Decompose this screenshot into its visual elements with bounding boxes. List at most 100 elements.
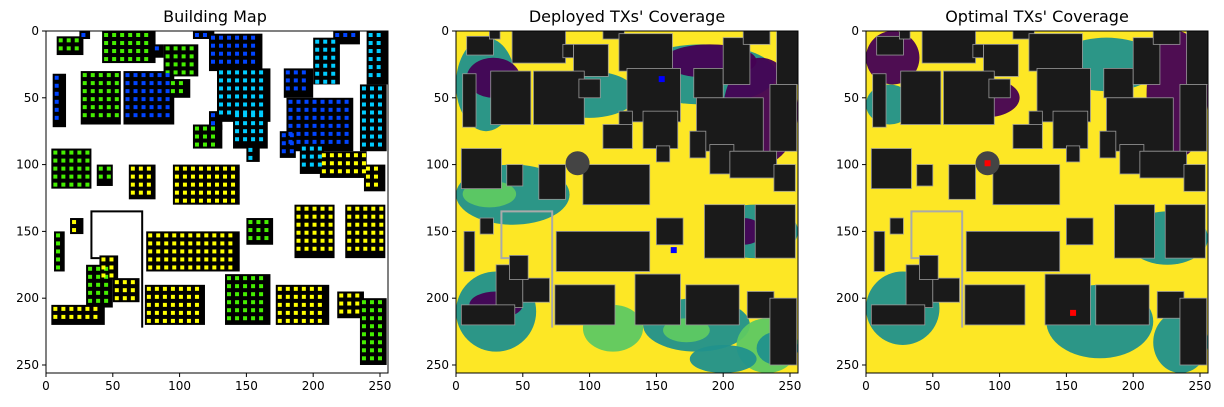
rooftop-tx-candidate (304, 99, 309, 104)
x-tick-label: 250 (1189, 379, 1212, 393)
x-tick-label: 0 (42, 379, 50, 393)
building (1095, 284, 1150, 326)
rooftop-tx-candidate (329, 161, 334, 166)
rooftop-tx-candidate (173, 54, 178, 59)
rooftop-tx-candidate (285, 310, 290, 315)
rooftop-tx-candidate (369, 142, 374, 147)
rooftop-tx-candidate (331, 55, 336, 60)
rooftop-tx-candidate (296, 230, 301, 235)
rooftop-tx-candidate (181, 46, 186, 51)
building (359, 298, 387, 365)
rooftop-tx-candidate (355, 214, 360, 219)
rooftop-tx-candidate (180, 265, 185, 270)
building (1065, 217, 1094, 246)
rooftop-tx-candidate (259, 316, 264, 321)
rooftop-tx-candidate (285, 78, 290, 83)
building (964, 284, 1026, 326)
rooftop-tx-candidate (130, 296, 135, 301)
rooftop-tx-candidate (243, 276, 248, 281)
rooftop-tx-candidate (315, 55, 320, 60)
rooftop-tx-candidate (235, 129, 240, 134)
rooftop-tx-candidate (82, 81, 87, 86)
rooftop-tx-candidate (227, 78, 232, 83)
rooftop-tx-candidate (114, 280, 119, 285)
rooftop-tx-candidate (251, 78, 256, 83)
building (696, 97, 764, 152)
rooftop-tx-candidate (328, 206, 333, 211)
rooftop-tx-candidate (315, 39, 320, 44)
rooftop-tx-candidate (173, 70, 178, 75)
rooftop-tx-candidate (165, 73, 170, 78)
rooftop-tx-candidate (243, 292, 248, 297)
rooftop-tx-candidate (96, 290, 101, 295)
rooftop-tx-candidate (101, 257, 106, 262)
building (509, 255, 529, 280)
plot-area-0 (46, 31, 388, 373)
rooftop-tx-candidate (202, 134, 207, 139)
rooftop-tx-candidate (189, 54, 194, 59)
rooftop-tx-candidate (369, 356, 374, 361)
rooftop-tx-candidate (90, 89, 95, 94)
rooftop-tx-candidate (235, 284, 240, 289)
rooftop-tx-candidate (369, 300, 374, 305)
rooftop-tx-candidate (309, 294, 314, 299)
rooftop-tx-candidate (301, 146, 306, 151)
rooftop-tx-candidate (61, 182, 66, 187)
rooftop-tx-candidate (165, 81, 170, 86)
rooftop-tx-candidate (243, 51, 248, 56)
rooftop-tx-candidate (361, 324, 366, 329)
rooftop-tx-candidate (379, 214, 384, 219)
rooftop-tx-candidate (125, 113, 130, 118)
rooftop-tx-candidate (309, 302, 314, 307)
rooftop-tx-candidate (165, 113, 170, 118)
rooftop-tx-candidate (215, 198, 219, 203)
building (729, 150, 778, 179)
rooftop-tx-candidate (190, 182, 195, 187)
transmitter-marker (670, 247, 677, 254)
rooftop-tx-candidate (312, 214, 317, 219)
rooftop-tx-candidate (182, 174, 187, 179)
rooftop-tx-candidate (210, 134, 215, 139)
rooftop-tx-candidate (377, 332, 382, 337)
rooftop-tx-candidate (90, 73, 95, 78)
rooftop-tx-candidate (231, 182, 236, 187)
rooftop-tx-candidate (156, 241, 161, 246)
rooftop-tx-candidate (120, 41, 125, 46)
rooftop-tx-candidate (174, 166, 179, 171)
rooftop-tx-candidate (301, 154, 306, 159)
rooftop-tx-candidate (182, 190, 187, 195)
rooftop-tx-candidate (339, 309, 344, 314)
building (554, 284, 616, 326)
rooftop-tx-candidate (162, 310, 167, 315)
rooftop-tx-candidate (157, 113, 162, 118)
rooftop-tx-candidate (315, 79, 320, 84)
rooftop-tx-candidate (355, 309, 360, 314)
rooftop-tx-candidate (320, 230, 325, 235)
rooftop-tx-candidate (154, 46, 159, 51)
rooftop-tx-candidate (220, 249, 225, 254)
rooftop-tx-candidate (285, 302, 290, 307)
rooftop-tx-candidate (228, 257, 233, 262)
rooftop-tx-candidate (180, 233, 185, 238)
rooftop-tx-candidate (149, 97, 154, 102)
rooftop-tx-candidate (58, 38, 63, 43)
building (52, 73, 67, 128)
outline-structure (500, 210, 554, 328)
y-tick-label: 100 (836, 158, 859, 172)
rooftop-tx-candidate (206, 174, 211, 179)
y-tick-label: 100 (426, 158, 449, 172)
rooftop-tx-candidate (347, 293, 352, 298)
rooftop-tx-candidate (353, 161, 358, 166)
building (754, 204, 796, 259)
rooftop-tx-candidate (154, 286, 159, 291)
rooftop-tx-candidate (331, 63, 336, 68)
rooftop-tx-candidate (141, 97, 146, 102)
rooftop-tx-candidate (206, 166, 211, 171)
rooftop-tx-candidate (194, 33, 199, 38)
rooftop-tx-candidate (198, 182, 203, 187)
rooftop-tx-candidate (376, 57, 381, 62)
rooftop-tx-candidate (243, 86, 248, 91)
building (313, 37, 340, 85)
rooftop-tx-candidate (101, 273, 106, 278)
rooftop-tx-candidate (331, 79, 336, 84)
